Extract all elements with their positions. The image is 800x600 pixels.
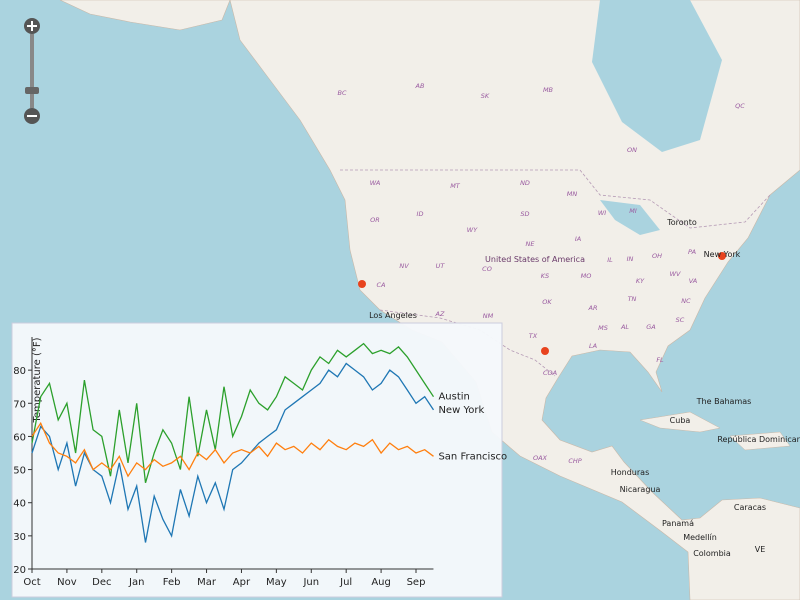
city-marker[interactable] xyxy=(541,347,549,355)
region-label: KS xyxy=(541,272,549,280)
region-label: IA xyxy=(575,235,581,243)
region-label: UT xyxy=(436,262,446,270)
zoom-out[interactable] xyxy=(24,108,40,124)
region-label: WI xyxy=(598,209,606,217)
land xyxy=(639,411,721,433)
region-label: NV xyxy=(399,262,409,270)
city-marker[interactable] xyxy=(718,252,726,260)
region-label: IN xyxy=(627,255,634,263)
place-label: Honduras xyxy=(611,468,650,477)
region-label: WV xyxy=(670,270,681,278)
region-label: SK xyxy=(481,92,490,100)
region-label: ON xyxy=(627,146,637,154)
region-label: AB xyxy=(415,82,425,90)
land xyxy=(229,0,800,600)
land xyxy=(729,431,791,451)
place-label: República Dominicana xyxy=(717,435,800,444)
region-label: OH xyxy=(652,252,662,260)
region-label: ID xyxy=(417,210,424,218)
land xyxy=(59,0,231,31)
region-label: ND xyxy=(520,179,530,187)
region-label: PA xyxy=(688,248,696,256)
region-label: MO xyxy=(581,272,592,280)
zoom-handle[interactable] xyxy=(25,87,39,94)
place-label: Toronto xyxy=(666,218,697,227)
water xyxy=(600,200,660,235)
region-label: CO xyxy=(482,265,492,273)
place-label: Medellín xyxy=(683,533,717,542)
region-label: AR xyxy=(588,304,598,312)
region-label: OK xyxy=(542,298,552,306)
region-label: OAX xyxy=(533,454,548,462)
region-label: VA xyxy=(689,277,697,285)
region-label: AL xyxy=(620,323,629,331)
region-label: MB xyxy=(543,86,554,94)
place-label: Panamá xyxy=(662,519,694,528)
region-label: MT xyxy=(450,182,461,190)
region-label: MN xyxy=(567,190,578,198)
region-label: TN xyxy=(628,295,637,303)
region-label: WA xyxy=(370,179,381,187)
place-label: Colombia xyxy=(693,549,731,558)
region-label: FL xyxy=(656,356,664,364)
place-label: Nicaragua xyxy=(620,485,661,494)
region-label: OR xyxy=(370,216,380,224)
city-marker[interactable] xyxy=(358,280,366,288)
region-label: SC xyxy=(676,316,685,324)
region-label: TX xyxy=(529,332,538,340)
zoom-in[interactable] xyxy=(24,18,40,34)
region-label: COA xyxy=(543,369,557,377)
region-label: NC xyxy=(681,297,691,305)
region-label: BC xyxy=(338,89,347,97)
region-label: MI xyxy=(629,207,637,215)
country-label: United States of America xyxy=(485,255,585,264)
place-label: Cuba xyxy=(670,416,691,425)
region-label: CHP xyxy=(568,457,581,465)
region-label: WY xyxy=(467,226,478,234)
region-label: CA xyxy=(377,281,386,289)
place-label: Caracas xyxy=(734,503,766,512)
place-label: VE xyxy=(755,545,766,554)
place-label: Los Angeles xyxy=(369,311,417,320)
water xyxy=(592,0,722,152)
region-label: AZ xyxy=(435,310,445,318)
region-label: GA xyxy=(646,323,655,331)
region-label: IL xyxy=(607,256,613,264)
region-label: NE xyxy=(526,240,536,248)
region-label: QC xyxy=(735,102,745,110)
zoom-control xyxy=(24,18,40,124)
region-label: NM xyxy=(483,312,494,320)
region-label: LA xyxy=(589,342,597,350)
region-label: KY xyxy=(636,277,645,285)
region-label: SD xyxy=(520,210,529,218)
place-label: The Bahamas xyxy=(696,397,752,406)
region-label: MS xyxy=(598,324,608,332)
border xyxy=(340,169,771,229)
place-label: New York xyxy=(704,250,741,259)
